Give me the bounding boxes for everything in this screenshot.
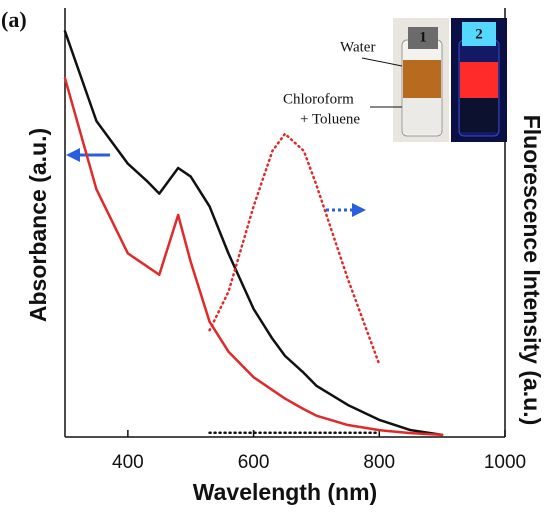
axis-arrow xyxy=(66,148,80,162)
series-line xyxy=(63,77,444,437)
x-tick-label: 800 xyxy=(363,452,395,473)
x-tick-label: 1000 xyxy=(484,452,526,473)
annotation: Water xyxy=(340,39,375,55)
pointer xyxy=(361,57,403,67)
panel-label: (a) xyxy=(1,7,27,32)
series-line xyxy=(63,30,444,437)
y2-axis-title: Fluorescence Intensity (a.u.) xyxy=(519,115,545,426)
y-axis-title: Absorbance (a.u.) xyxy=(25,128,51,322)
axis-arrow xyxy=(352,203,366,217)
annotation: Chloroform xyxy=(283,91,354,107)
x-tick-label: 600 xyxy=(238,452,270,473)
annotation: + Toluene xyxy=(300,111,360,127)
x-tick-label: 400 xyxy=(112,452,144,473)
x-axis-title: Wavelength (nm) xyxy=(193,479,377,505)
vial-label: 1 xyxy=(419,29,427,45)
inset-photo xyxy=(393,18,507,142)
series-line xyxy=(208,132,381,366)
vial-label: 2 xyxy=(475,26,483,42)
